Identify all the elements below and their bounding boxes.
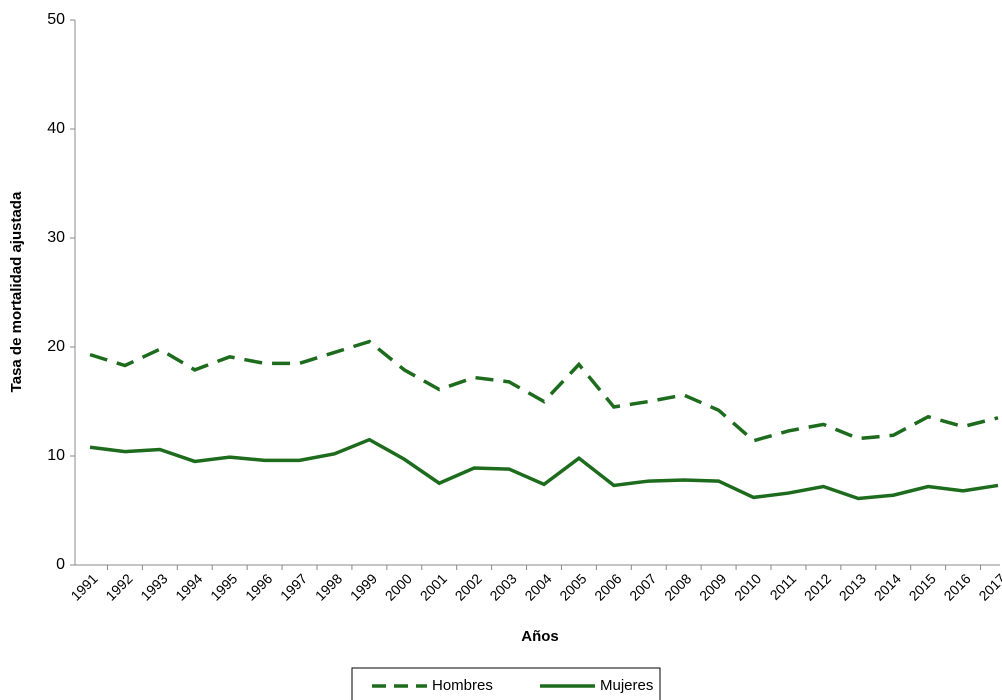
- x-tick-label: 2008: [661, 570, 694, 603]
- x-tick-label: 1997: [277, 570, 310, 603]
- x-tick-label: 2014: [871, 570, 904, 603]
- x-tick-label: 2017: [975, 570, 1002, 603]
- y-tick-label: 0: [56, 556, 65, 573]
- x-tick-label: 2015: [906, 570, 939, 603]
- x-tick-label: 2001: [417, 570, 450, 603]
- x-tick-label: 1994: [172, 570, 205, 603]
- x-tick-label: 1992: [102, 570, 135, 603]
- x-tick-label: 1999: [347, 570, 380, 603]
- x-axis-label: Años: [521, 628, 559, 645]
- x-tick-label: 2000: [382, 570, 415, 603]
- series-line: [89, 339, 999, 443]
- series-line: [89, 437, 999, 501]
- x-tick-label: 2009: [696, 570, 729, 603]
- x-tick-label: 2007: [626, 570, 659, 603]
- x-tick-label: 2006: [591, 570, 624, 603]
- x-tick-label: 1993: [137, 570, 170, 603]
- x-tick-label: 1995: [207, 570, 240, 603]
- x-tick-label: 2010: [731, 570, 764, 603]
- y-axis-label: Tasa de mortalidad ajustada: [8, 191, 25, 392]
- legend-label: Hombres: [432, 677, 493, 694]
- legend-label: Mujeres: [600, 677, 653, 694]
- x-tick-label: 2005: [556, 570, 589, 603]
- x-tick-label: 2002: [452, 570, 485, 603]
- x-tick-label: 2011: [767, 570, 800, 603]
- x-tick-label: 2016: [940, 570, 973, 603]
- legend-box: [351, 667, 661, 700]
- y-tick-label: 20: [47, 338, 65, 355]
- y-tick-label: 50: [47, 11, 65, 28]
- y-tick-label: 40: [47, 120, 65, 137]
- y-tick-label: 30: [47, 229, 65, 246]
- x-tick-label: 2003: [486, 570, 519, 603]
- x-tick-label: 1998: [312, 570, 345, 603]
- x-tick-label: 2013: [836, 570, 869, 603]
- x-tick-label: 1991: [67, 570, 100, 603]
- x-tick-label: 2012: [801, 570, 834, 603]
- x-tick-label: 2004: [521, 570, 554, 603]
- y-tick-label: 10: [47, 447, 65, 464]
- x-tick-label: 1996: [242, 570, 275, 603]
